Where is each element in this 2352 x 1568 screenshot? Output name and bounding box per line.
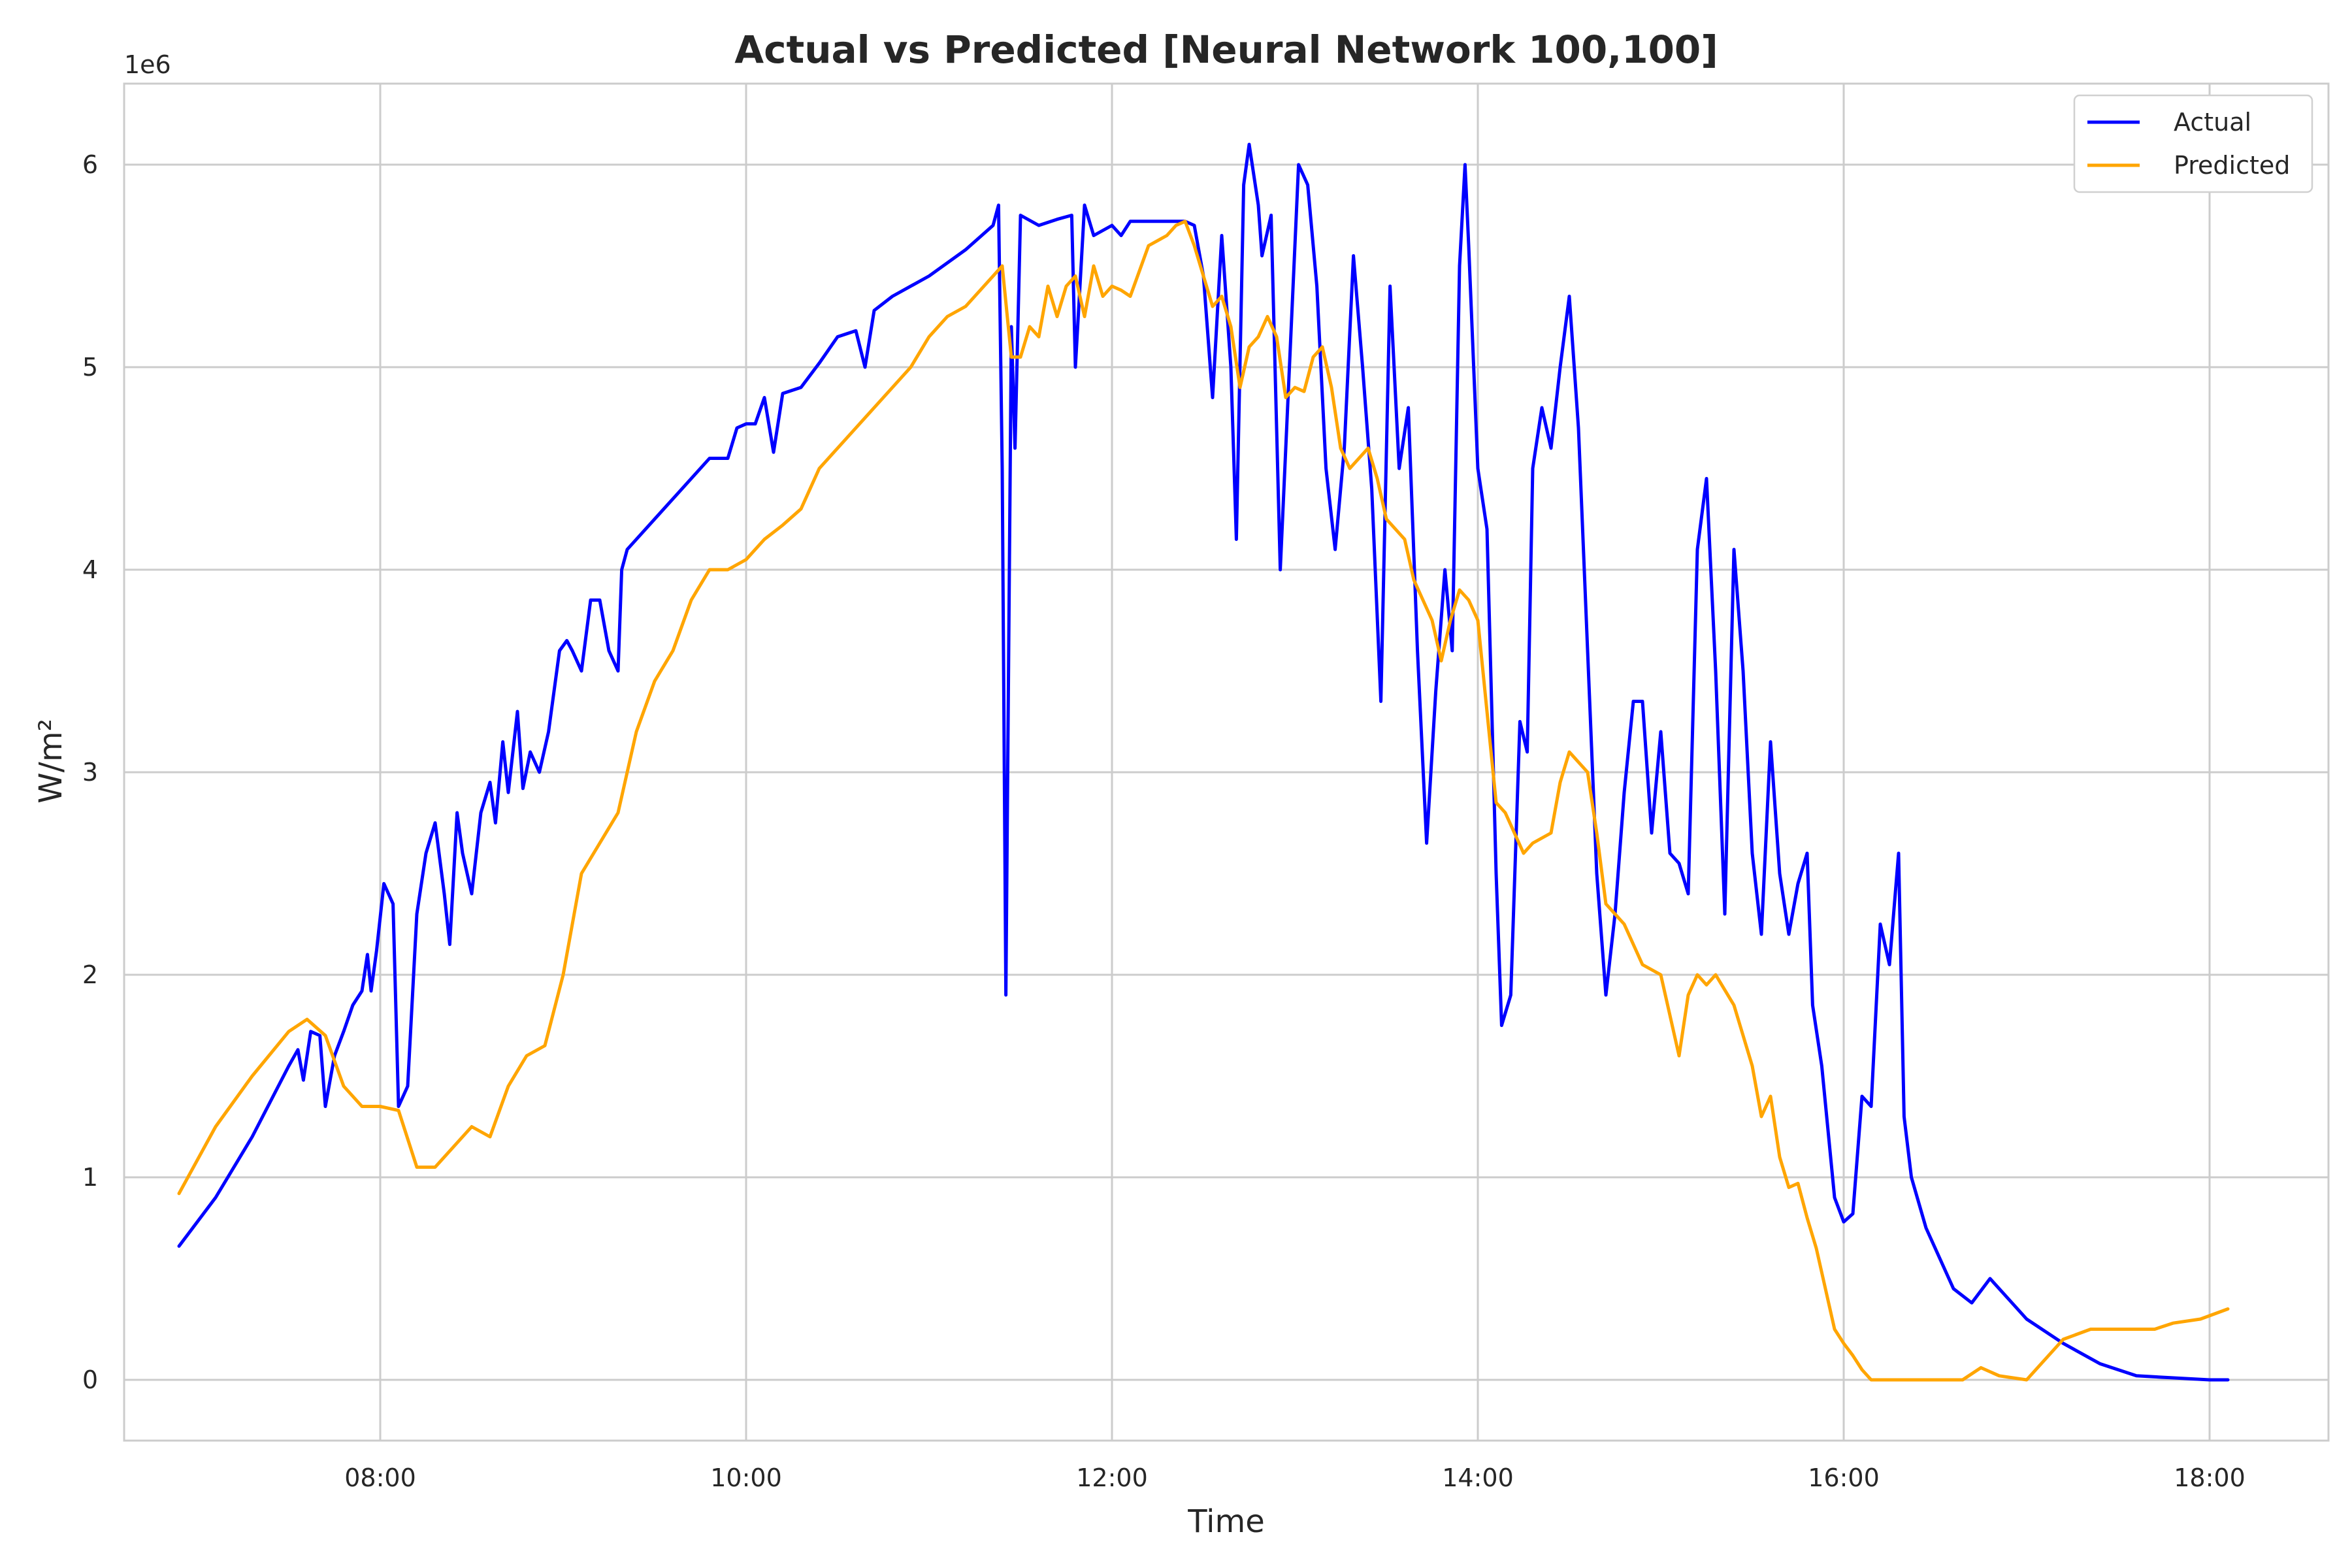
x-tick-label: 08:00 xyxy=(344,1463,416,1492)
y-axis-label: W/m² xyxy=(33,719,69,804)
y-tick-label: 1 xyxy=(82,1163,98,1192)
y-tick-label: 6 xyxy=(82,150,98,179)
x-tick-label: 12:00 xyxy=(1076,1463,1148,1492)
y-tick-label: 0 xyxy=(82,1365,98,1394)
plot-area-frame xyxy=(123,82,2330,1442)
y-tick-label: 4 xyxy=(82,555,98,584)
legend-label-predicted: Predicted xyxy=(2174,151,2290,180)
x-tick-label: 16:00 xyxy=(1808,1463,1880,1492)
x-tick-label: 18:00 xyxy=(2174,1463,2246,1492)
legend: Actual Predicted xyxy=(2073,94,2313,193)
series-group xyxy=(177,142,2230,1382)
legend-label-actual: Actual xyxy=(2174,108,2251,137)
legend-frame xyxy=(2073,94,2313,193)
x-tick-labels: 08:00 10:00 12:00 14:00 16:00 18:00 xyxy=(344,1463,2246,1492)
x-axis-label: Time xyxy=(1187,1503,1264,1540)
grid xyxy=(124,84,2328,1441)
series-line-actual xyxy=(177,142,2230,1382)
y-scale-label: 1e6 xyxy=(124,50,171,79)
chart-title: Actual vs Predicted [Neural Network 100,… xyxy=(734,27,1718,72)
x-tick-label: 14:00 xyxy=(1442,1463,1514,1492)
series-line-predicted xyxy=(177,220,2230,1382)
y-tick-label: 3 xyxy=(82,758,98,787)
y-tick-label: 2 xyxy=(82,960,98,989)
y-tick-label: 5 xyxy=(82,353,98,382)
y-tick-labels: 0 1 2 3 4 5 6 xyxy=(82,150,98,1394)
x-tick-label: 10:00 xyxy=(710,1463,782,1492)
